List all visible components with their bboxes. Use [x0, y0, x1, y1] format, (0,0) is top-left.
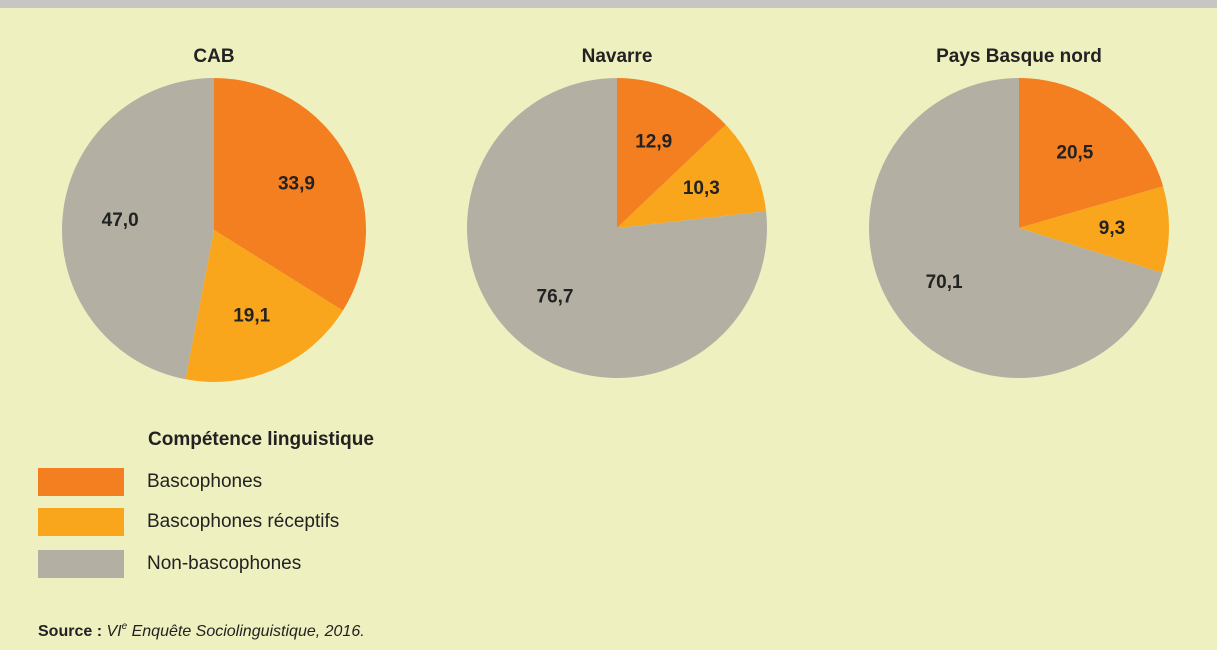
legend-swatch	[38, 508, 124, 536]
pie-slice	[1019, 78, 1164, 228]
data-label: 33,9	[278, 173, 315, 194]
pie-slice	[62, 78, 215, 380]
pie-slice	[617, 124, 767, 228]
data-label: 20,5	[1056, 143, 1093, 164]
pie-slice	[214, 78, 366, 311]
pie-slice	[467, 78, 767, 378]
legend-swatch	[38, 468, 124, 496]
legend-label: Bascophones	[147, 471, 262, 492]
source-text: VI	[106, 623, 122, 640]
source-text: Enquête Sociolinguistique, 2016.	[127, 623, 365, 640]
source-label: Source :	[38, 623, 102, 640]
data-label: 12,9	[635, 132, 672, 153]
data-label: 70,1	[926, 272, 963, 293]
legend-title: Compétence linguistique	[148, 429, 374, 450]
data-label: 76,7	[537, 286, 574, 307]
pie-slice	[868, 78, 1163, 378]
pie-title: Navarre	[582, 46, 653, 67]
pie-title: Pays Basque nord	[936, 46, 1102, 67]
legend-label: Bascophones réceptifs	[147, 511, 339, 532]
data-label: 9,3	[1099, 218, 1125, 239]
source-sup: e	[122, 621, 128, 632]
source: Source : VIe Enquête Sociolinguistique, …	[38, 621, 365, 641]
pie-title: CAB	[193, 46, 234, 67]
pie-slice	[1019, 186, 1170, 273]
legend-label: Non-bascophones	[147, 553, 301, 574]
data-label: 19,1	[233, 305, 270, 326]
data-label: 47,0	[102, 210, 139, 231]
top-band	[0, 0, 1217, 8]
pie-slice	[617, 78, 726, 228]
data-label: 10,3	[683, 178, 720, 199]
legend-swatch	[38, 550, 124, 578]
pie-slice	[185, 230, 343, 382]
